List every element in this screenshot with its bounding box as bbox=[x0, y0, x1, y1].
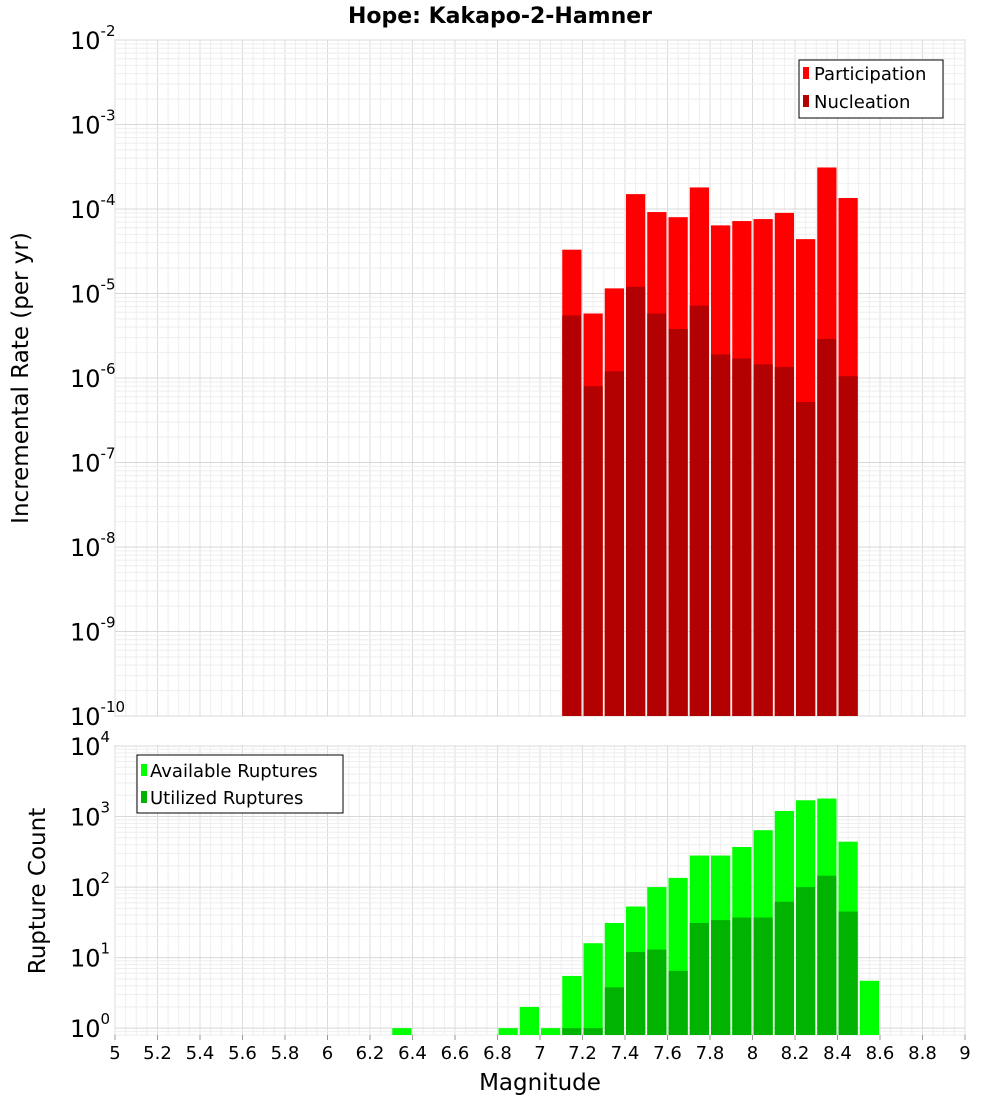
count-bar-available-ruptures bbox=[519, 1006, 539, 1035]
count-y-ticks: 104 103 102 101 100 bbox=[70, 728, 110, 1043]
x-tick-label: 7.4 bbox=[611, 1043, 640, 1064]
count-bar-utilized-ruptures bbox=[796, 887, 816, 1035]
count-bar-utilized-ruptures bbox=[562, 1028, 582, 1035]
available-legend-swatch bbox=[141, 764, 147, 776]
rate-bar-nucleation bbox=[583, 386, 603, 716]
rate-y-axis-label: Incremental Rate (per yr) bbox=[8, 232, 34, 524]
rate-y-tick-label: 10-3 bbox=[70, 107, 116, 140]
count-bar-utilized-ruptures bbox=[668, 970, 688, 1035]
x-tick-label: 6.8 bbox=[483, 1043, 512, 1064]
x-tick-label: 5.8 bbox=[271, 1043, 300, 1064]
rate-bar-nucleation bbox=[817, 338, 837, 716]
count-bar-utilized-ruptures bbox=[689, 922, 709, 1035]
rate-bar-nucleation bbox=[774, 366, 794, 716]
count-bar-utilized-ruptures bbox=[732, 917, 752, 1035]
x-tick-label: 5 bbox=[109, 1043, 120, 1064]
x-tick-label: 8.6 bbox=[866, 1043, 895, 1064]
x-tick-label: 5.2 bbox=[143, 1043, 172, 1064]
rate-y-tick-label: 10-9 bbox=[70, 614, 116, 647]
rate-y-tick-label: 10-6 bbox=[70, 360, 116, 393]
utilized-legend-label: Utilized Ruptures bbox=[150, 788, 303, 809]
rate-legend: Participation Nucleation bbox=[798, 59, 944, 119]
rate-grid bbox=[114, 39, 966, 717]
count-bars bbox=[392, 798, 879, 1035]
rate-bar-nucleation bbox=[668, 329, 688, 716]
count-y-tick-label: 102 bbox=[70, 869, 110, 902]
count-bar-utilized-ruptures bbox=[711, 920, 731, 1035]
rate-y-tick-label: 10-10 bbox=[70, 698, 125, 731]
rate-y-tick-label: 10-5 bbox=[70, 276, 116, 309]
count-bar-available-ruptures bbox=[392, 1028, 412, 1035]
x-tick-label: 7.6 bbox=[653, 1043, 682, 1064]
x-tick-label: 6 bbox=[322, 1043, 333, 1064]
count-bar-utilized-ruptures bbox=[626, 952, 646, 1035]
count-bar-utilized-ruptures bbox=[583, 1028, 603, 1035]
magnitude-x-axis-label: Magnitude bbox=[479, 1070, 601, 1096]
count-bar-utilized-ruptures bbox=[838, 911, 858, 1035]
count-y-tick-label: 104 bbox=[70, 728, 110, 761]
x-tick-label: 5.4 bbox=[186, 1043, 215, 1064]
x-tick-label: 6.6 bbox=[441, 1043, 470, 1064]
x-tick-label: 5.6 bbox=[228, 1043, 257, 1064]
chart-title: Hope: Kakapo-2-Hamner bbox=[348, 4, 652, 29]
count-bar-utilized-ruptures bbox=[774, 901, 794, 1035]
rate-bar-nucleation bbox=[604, 371, 624, 716]
rate-bar-nucleation bbox=[689, 305, 709, 716]
rate-bar-nucleation bbox=[711, 354, 731, 716]
x-tick-label: 8.4 bbox=[823, 1043, 852, 1064]
x-tick-label: 8.8 bbox=[908, 1043, 937, 1064]
x-tick-label: 7.2 bbox=[568, 1043, 597, 1064]
magnitude-x-ticks: 5 5.2 5.4 5.6 5.8 6 6.2 6.4 6.6 6.8 7 7.2 7.4 7.6 7.8 8… bbox=[109, 1035, 971, 1064]
count-y-tick-label: 103 bbox=[70, 799, 110, 832]
count-y-tick-label: 101 bbox=[70, 940, 110, 973]
participation-legend-swatch bbox=[803, 67, 809, 79]
count-bar-utilized-ruptures bbox=[817, 875, 837, 1035]
rate-bar-nucleation bbox=[647, 313, 667, 716]
count-panel: 104 103 102 101 100 5 5.2 5.4 5.6 5.8 6 6.2 6.4 6.6 6… bbox=[25, 728, 971, 1096]
nucleation-legend-label: Nucleation bbox=[814, 92, 910, 113]
rate-bar-nucleation bbox=[838, 376, 858, 716]
count-bar-available-ruptures bbox=[541, 1028, 561, 1035]
rate-y-tick-label: 10-7 bbox=[70, 445, 116, 478]
count-bar-utilized-ruptures bbox=[647, 949, 667, 1035]
rate-legend-box bbox=[798, 59, 944, 119]
rate-y-tick-label: 10-2 bbox=[70, 22, 116, 55]
x-tick-label: 6.2 bbox=[356, 1043, 385, 1064]
rate-bar-nucleation bbox=[626, 286, 646, 716]
count-y-tick-label: 100 bbox=[70, 1010, 110, 1043]
count-bar-utilized-ruptures bbox=[604, 987, 624, 1035]
rate-bar-nucleation bbox=[753, 364, 773, 716]
count-legend-box bbox=[136, 754, 344, 814]
count-bar-utilized-ruptures bbox=[753, 917, 773, 1035]
count-y-axis-label: Rupture Count bbox=[25, 808, 51, 974]
count-bar-available-ruptures bbox=[498, 1028, 518, 1035]
x-tick-label: 8 bbox=[747, 1043, 758, 1064]
x-tick-label: 7 bbox=[534, 1043, 545, 1064]
rate-panel: 10-2 10-3 10-4 10-5 10-6 10-7 10-8 10-9 10-10 In… bbox=[8, 22, 966, 731]
nucleation-legend-swatch bbox=[803, 95, 809, 107]
count-bar-available-ruptures bbox=[562, 975, 582, 1035]
x-tick-label: 8.2 bbox=[781, 1043, 810, 1064]
count-legend: Available Ruptures Utilized Ruptures bbox=[136, 754, 344, 814]
participation-legend-label: Participation bbox=[814, 64, 926, 85]
rate-y-tick-label: 10-8 bbox=[70, 529, 116, 562]
rate-bars bbox=[562, 167, 858, 717]
x-tick-label: 6.4 bbox=[398, 1043, 427, 1064]
rate-y-tick-label: 10-4 bbox=[70, 191, 116, 224]
count-bar-available-ruptures bbox=[859, 980, 879, 1035]
x-tick-label: 9 bbox=[959, 1043, 970, 1064]
x-tick-label: 7.8 bbox=[696, 1043, 725, 1064]
count-bar-available-ruptures bbox=[583, 943, 603, 1035]
rate-bar-nucleation bbox=[732, 358, 752, 716]
rate-bar-nucleation bbox=[796, 401, 816, 716]
available-legend-label: Available Ruptures bbox=[150, 761, 318, 782]
rate-bar-nucleation bbox=[562, 315, 582, 716]
rate-y-ticks: 10-2 10-3 10-4 10-5 10-6 10-7 10-8 10-9 10-10 bbox=[70, 22, 125, 731]
utilized-legend-swatch bbox=[141, 791, 147, 803]
